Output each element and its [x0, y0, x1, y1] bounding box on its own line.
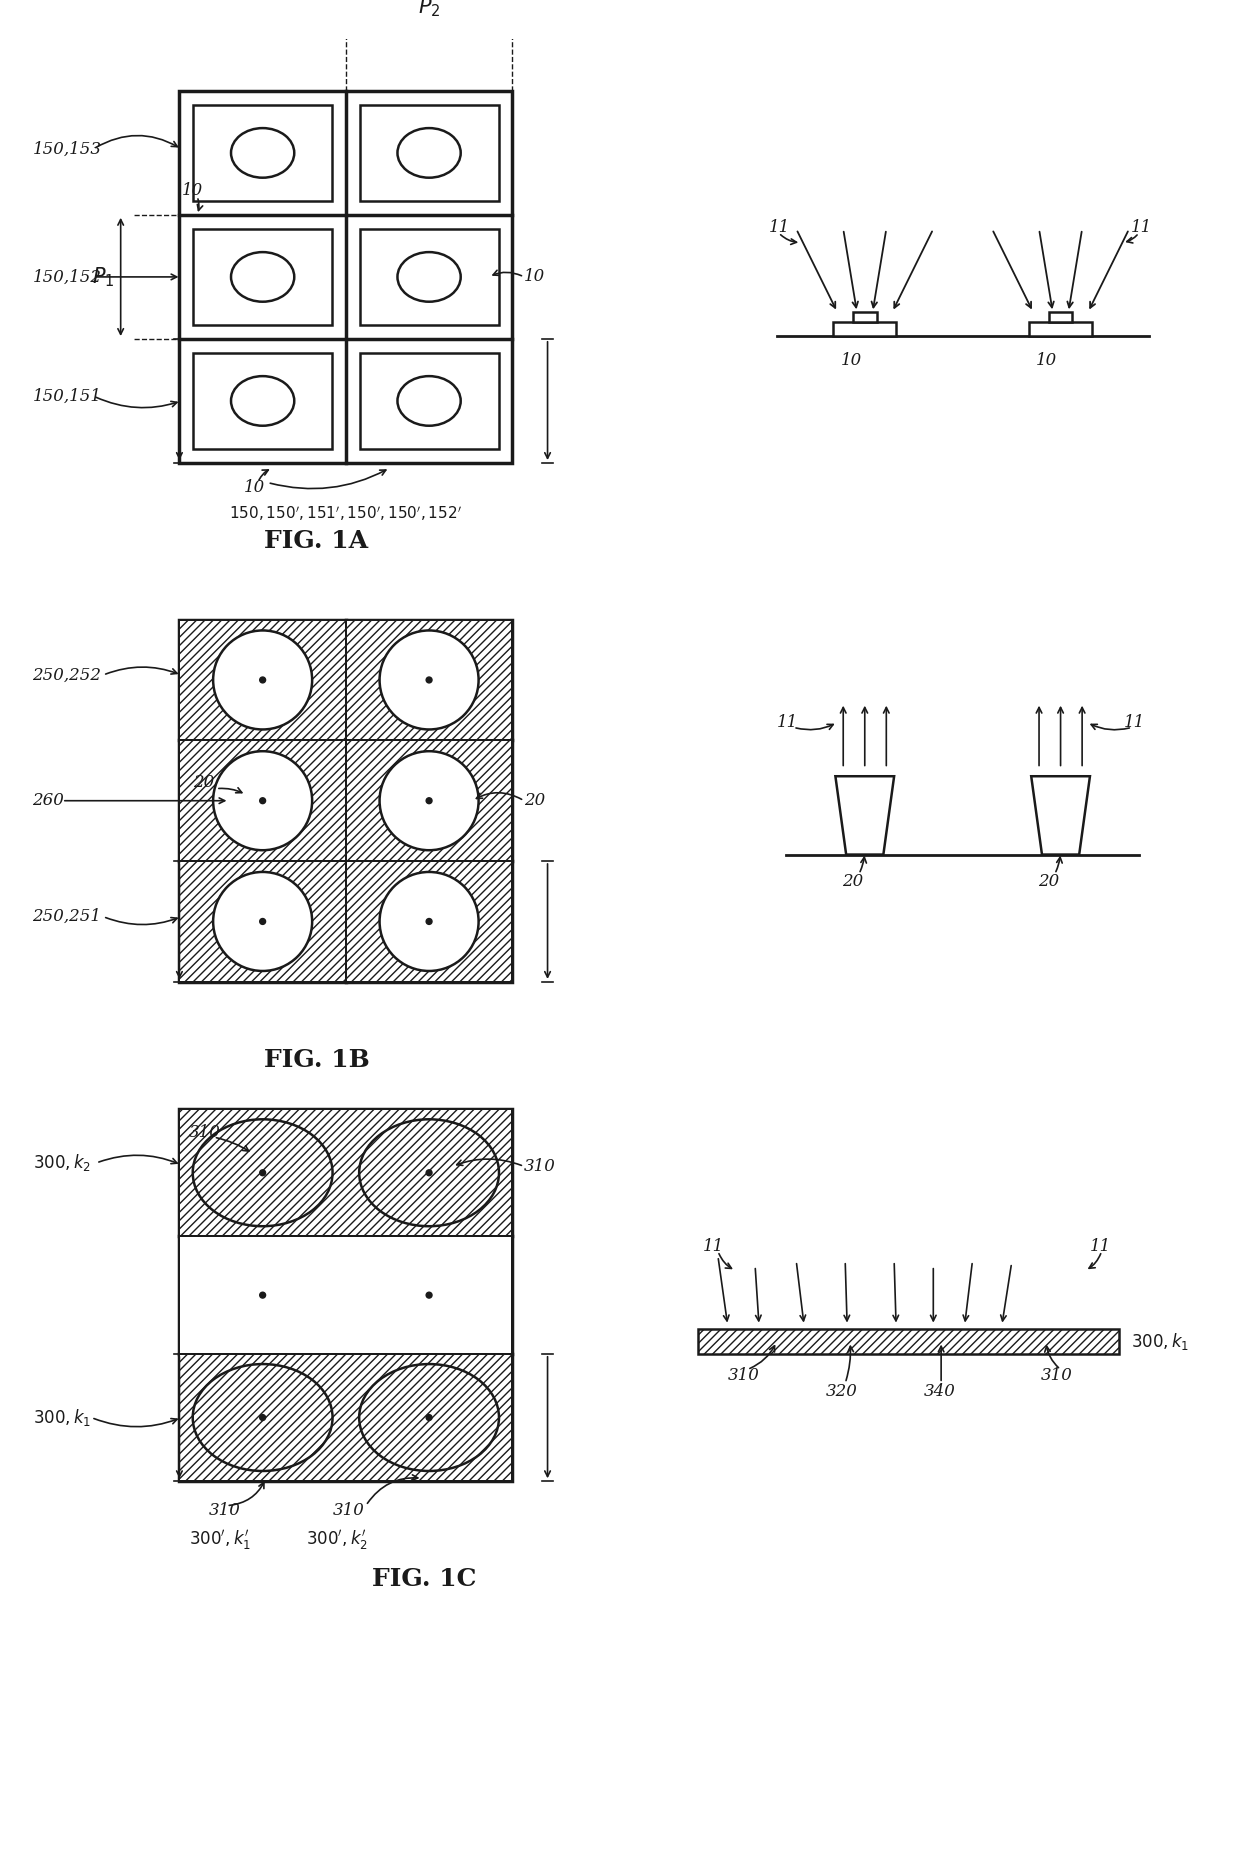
- Text: 10: 10: [1037, 352, 1058, 369]
- Circle shape: [427, 676, 432, 684]
- Text: 250,252: 250,252: [32, 667, 102, 684]
- Bar: [347, 741, 511, 861]
- Text: 310: 310: [332, 1502, 365, 1518]
- Bar: [180, 1237, 511, 1353]
- Circle shape: [379, 630, 479, 730]
- Text: $300',k_1'$: $300',k_1'$: [190, 1528, 252, 1552]
- Text: $300',k_2'$: $300',k_2'$: [306, 1528, 368, 1552]
- Circle shape: [427, 797, 432, 803]
- Ellipse shape: [398, 129, 461, 177]
- Bar: [180, 1110, 511, 1235]
- Circle shape: [259, 797, 265, 803]
- Bar: [180, 1354, 511, 1481]
- Bar: [360, 352, 498, 449]
- Bar: [180, 741, 345, 861]
- Text: $300,k_1$: $300,k_1$: [1131, 1332, 1189, 1353]
- Bar: [1049, 313, 1073, 322]
- Ellipse shape: [192, 1364, 332, 1472]
- Bar: [833, 322, 897, 335]
- Circle shape: [259, 1170, 265, 1176]
- Text: 150,151: 150,151: [32, 388, 102, 404]
- Bar: [180, 620, 512, 982]
- Bar: [180, 863, 345, 980]
- Text: 310: 310: [208, 1502, 241, 1518]
- Bar: [193, 229, 332, 326]
- Bar: [360, 229, 498, 326]
- Text: 320: 320: [826, 1382, 858, 1399]
- Circle shape: [379, 751, 479, 850]
- Text: $P_2$: $P_2$: [418, 0, 440, 19]
- Text: 20: 20: [1038, 874, 1059, 891]
- Circle shape: [259, 918, 265, 924]
- Circle shape: [427, 1170, 432, 1176]
- Ellipse shape: [231, 376, 294, 427]
- Ellipse shape: [360, 1120, 498, 1226]
- Text: 11: 11: [776, 714, 797, 730]
- Text: 250,251: 250,251: [32, 907, 102, 926]
- Text: 10: 10: [181, 181, 202, 199]
- Bar: [347, 863, 511, 980]
- Circle shape: [379, 872, 479, 971]
- Text: $300,k_2$: $300,k_2$: [32, 1153, 91, 1174]
- Bar: [193, 104, 332, 201]
- Circle shape: [427, 1414, 432, 1420]
- Polygon shape: [836, 777, 894, 855]
- Text: 260: 260: [32, 792, 64, 809]
- Text: 20: 20: [525, 792, 546, 809]
- Text: 11: 11: [703, 1237, 724, 1254]
- Text: 10: 10: [525, 268, 546, 285]
- Text: FIG. 1B: FIG. 1B: [264, 1049, 370, 1073]
- Text: 11: 11: [1131, 220, 1152, 237]
- Text: 310: 310: [728, 1367, 760, 1384]
- Text: $P_1$: $P_1$: [92, 265, 115, 289]
- Bar: [360, 104, 498, 201]
- Ellipse shape: [192, 1120, 332, 1226]
- Bar: [180, 620, 345, 740]
- Text: 310: 310: [525, 1159, 556, 1176]
- Text: 10: 10: [244, 479, 265, 496]
- Ellipse shape: [360, 1364, 498, 1472]
- Bar: [853, 313, 877, 322]
- Circle shape: [427, 918, 432, 924]
- Text: 11: 11: [1125, 714, 1146, 730]
- Text: 310: 310: [1042, 1367, 1073, 1384]
- Text: 11: 11: [769, 220, 790, 237]
- Text: FIG. 1C: FIG. 1C: [372, 1567, 476, 1591]
- Text: 20: 20: [192, 775, 215, 792]
- Text: 20: 20: [842, 874, 863, 891]
- Text: 340: 340: [924, 1382, 955, 1399]
- Bar: [180, 91, 512, 462]
- Circle shape: [259, 1414, 265, 1420]
- Ellipse shape: [398, 376, 461, 427]
- Circle shape: [213, 751, 312, 850]
- Circle shape: [259, 1293, 265, 1299]
- Bar: [193, 352, 332, 449]
- Bar: [698, 1330, 1120, 1354]
- Text: $150,150',151',150',150',152'$: $150,150',151',150',150',152'$: [229, 505, 463, 524]
- Polygon shape: [1032, 777, 1090, 855]
- Bar: [180, 1108, 512, 1481]
- Text: 150,152: 150,152: [32, 268, 102, 285]
- Circle shape: [213, 630, 312, 730]
- Circle shape: [259, 676, 265, 684]
- Circle shape: [427, 1293, 432, 1299]
- Text: 150,153: 150,153: [32, 140, 102, 158]
- Bar: [1029, 322, 1092, 335]
- Ellipse shape: [398, 252, 461, 302]
- Text: FIG. 1A: FIG. 1A: [264, 529, 368, 553]
- Text: 310: 310: [190, 1123, 221, 1140]
- Circle shape: [213, 872, 312, 971]
- Ellipse shape: [231, 252, 294, 302]
- Text: 10: 10: [841, 352, 862, 369]
- Text: 11: 11: [1090, 1237, 1111, 1254]
- Ellipse shape: [231, 129, 294, 177]
- Text: $300,k_1$: $300,k_1$: [32, 1407, 91, 1429]
- Bar: [347, 620, 511, 740]
